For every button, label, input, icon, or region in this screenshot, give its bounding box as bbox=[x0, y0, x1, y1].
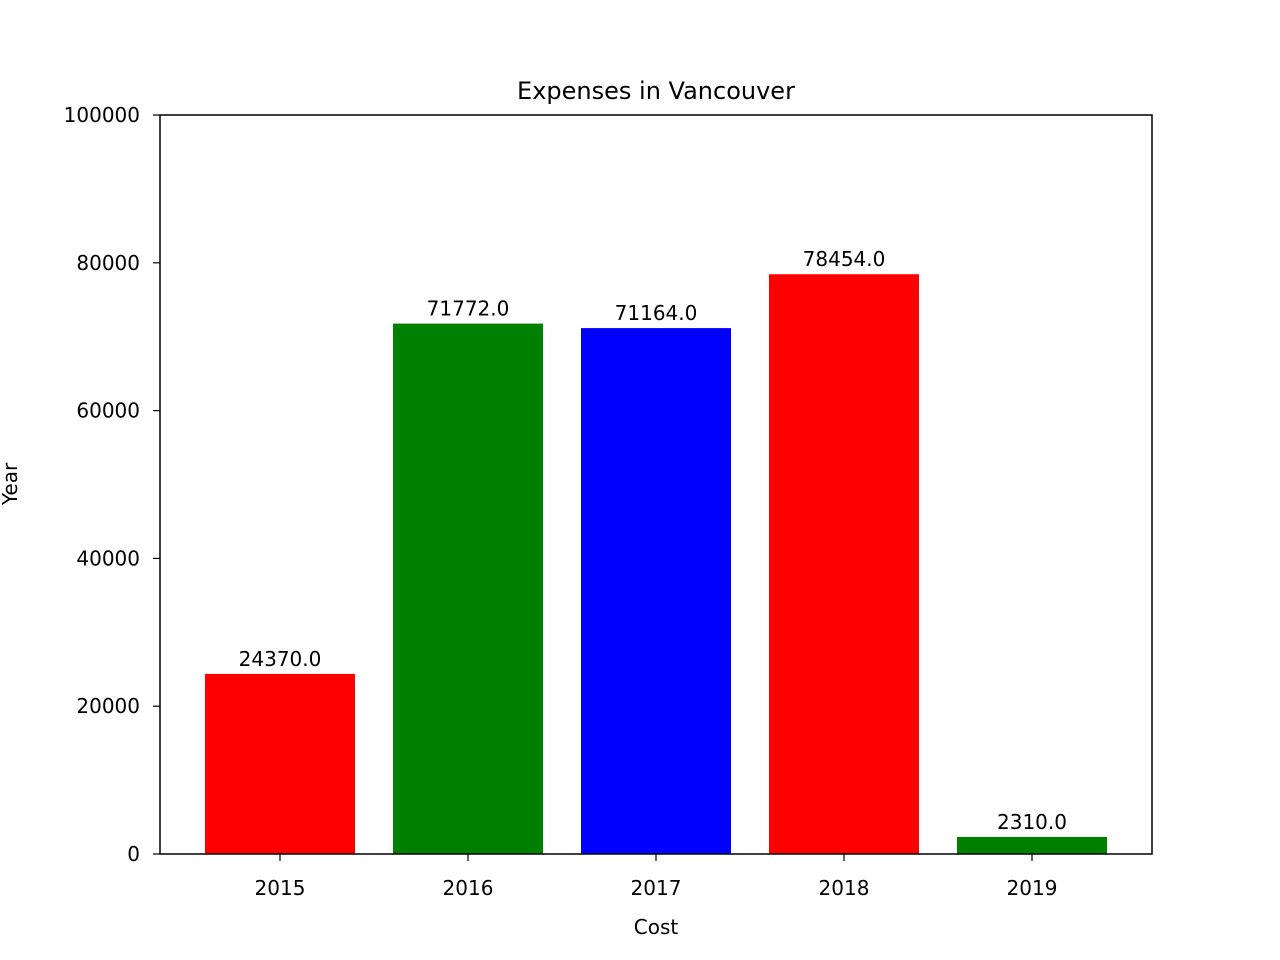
x-tick-label-2017: 2017 bbox=[631, 876, 682, 900]
bar-value-label-2016: 71772.0 bbox=[427, 297, 510, 321]
bar-2017 bbox=[581, 328, 731, 855]
x-tick-label-2015: 2015 bbox=[255, 876, 306, 900]
x-tick-label-2016: 2016 bbox=[443, 876, 494, 900]
y-tick-label: 0 bbox=[127, 842, 140, 866]
bar-2016 bbox=[393, 323, 543, 854]
plot-area: 24370.0 2015 71772.0 2016 71164.0 2017 78454.0… bbox=[64, 103, 1153, 900]
x-axis-label: Cost bbox=[634, 915, 679, 939]
y-tick-label: 100000 bbox=[64, 103, 140, 127]
x-tick-label-2018: 2018 bbox=[819, 876, 870, 900]
bar-value-label-2017: 71164.0 bbox=[615, 301, 698, 325]
axes-frame bbox=[159, 114, 1153, 855]
bar-2015 bbox=[205, 673, 355, 854]
y-tick-label: 20000 bbox=[76, 694, 140, 718]
y-axis-label: Year bbox=[0, 462, 22, 506]
y-tick-label: 80000 bbox=[76, 251, 140, 275]
y-tick-label: 60000 bbox=[76, 399, 140, 423]
bar-2018 bbox=[769, 274, 919, 854]
x-tick-label-2019: 2019 bbox=[1007, 876, 1058, 900]
bar-2019 bbox=[957, 836, 1107, 854]
bar-value-label-2019: 2310.0 bbox=[997, 810, 1067, 834]
y-tick-label: 40000 bbox=[76, 546, 140, 570]
bar-value-label-2018: 78454.0 bbox=[803, 247, 886, 271]
bar-value-label-2015: 24370.0 bbox=[239, 647, 322, 671]
chart-title: Expenses in Vancouver bbox=[517, 77, 795, 105]
